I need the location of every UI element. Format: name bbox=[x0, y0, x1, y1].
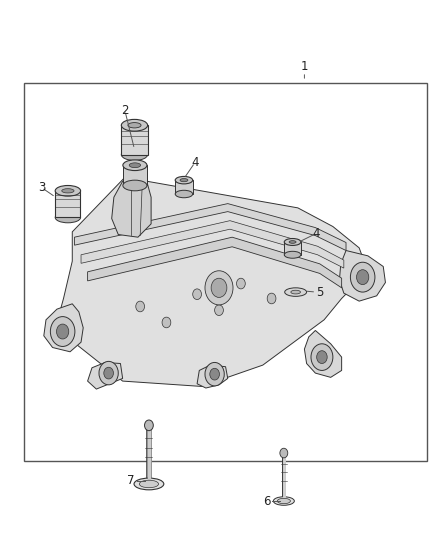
Ellipse shape bbox=[129, 163, 141, 168]
Text: 2: 2 bbox=[121, 104, 129, 117]
Text: 6: 6 bbox=[263, 495, 270, 507]
Circle shape bbox=[280, 448, 288, 458]
Polygon shape bbox=[197, 365, 228, 388]
Ellipse shape bbox=[121, 149, 148, 160]
Ellipse shape bbox=[284, 252, 301, 258]
Polygon shape bbox=[88, 237, 342, 288]
Text: 1: 1 bbox=[300, 60, 308, 73]
Ellipse shape bbox=[55, 212, 81, 223]
Circle shape bbox=[267, 293, 276, 304]
Ellipse shape bbox=[285, 288, 307, 296]
Bar bbox=[284, 242, 301, 255]
Circle shape bbox=[57, 324, 69, 339]
Circle shape bbox=[162, 317, 171, 328]
Circle shape bbox=[215, 305, 223, 316]
Circle shape bbox=[357, 270, 369, 285]
Polygon shape bbox=[339, 251, 385, 301]
Polygon shape bbox=[81, 221, 344, 268]
Ellipse shape bbox=[134, 478, 164, 490]
Ellipse shape bbox=[284, 239, 301, 245]
Circle shape bbox=[104, 367, 113, 379]
Ellipse shape bbox=[123, 180, 147, 191]
Polygon shape bbox=[44, 304, 83, 352]
Circle shape bbox=[145, 420, 153, 431]
Ellipse shape bbox=[121, 119, 148, 131]
Polygon shape bbox=[304, 330, 342, 377]
Text: 4: 4 bbox=[312, 227, 320, 240]
Ellipse shape bbox=[175, 190, 193, 198]
Circle shape bbox=[193, 289, 201, 300]
Text: 3: 3 bbox=[38, 181, 45, 194]
Circle shape bbox=[211, 278, 227, 297]
Circle shape bbox=[205, 271, 233, 305]
Ellipse shape bbox=[277, 498, 290, 504]
Ellipse shape bbox=[289, 241, 296, 243]
Bar bbox=[121, 125, 148, 155]
Circle shape bbox=[136, 301, 145, 312]
Polygon shape bbox=[74, 204, 346, 251]
Bar bbox=[24, 83, 427, 461]
Ellipse shape bbox=[55, 185, 81, 196]
Bar bbox=[175, 180, 193, 194]
Circle shape bbox=[99, 361, 118, 385]
Ellipse shape bbox=[128, 123, 141, 128]
Circle shape bbox=[205, 362, 224, 386]
Text: 4: 4 bbox=[191, 156, 199, 169]
Polygon shape bbox=[88, 362, 123, 389]
Ellipse shape bbox=[123, 160, 147, 171]
Circle shape bbox=[317, 351, 327, 364]
Text: 7: 7 bbox=[127, 474, 135, 487]
Ellipse shape bbox=[139, 480, 159, 488]
Ellipse shape bbox=[175, 176, 193, 184]
Circle shape bbox=[237, 278, 245, 289]
Circle shape bbox=[50, 317, 75, 346]
Ellipse shape bbox=[180, 179, 188, 182]
Ellipse shape bbox=[273, 497, 294, 505]
Polygon shape bbox=[57, 171, 368, 386]
Polygon shape bbox=[112, 181, 151, 237]
Circle shape bbox=[311, 344, 333, 370]
Circle shape bbox=[350, 262, 375, 292]
Text: 5: 5 bbox=[316, 286, 324, 298]
Bar bbox=[123, 165, 147, 185]
Ellipse shape bbox=[291, 290, 300, 294]
Ellipse shape bbox=[62, 189, 74, 193]
Circle shape bbox=[210, 368, 219, 380]
Bar bbox=[55, 191, 80, 217]
